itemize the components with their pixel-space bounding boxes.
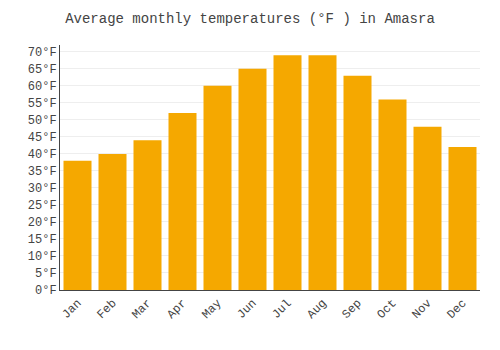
svg-text:Oct: Oct	[374, 297, 399, 322]
svg-text:40°F: 40°F	[28, 148, 57, 162]
svg-text:60°F: 60°F	[28, 80, 57, 94]
svg-text:Average monthly temperatures (: Average monthly temperatures (°F ) in Am…	[65, 11, 435, 27]
svg-text:Mar: Mar	[129, 297, 154, 322]
svg-text:30°F: 30°F	[28, 182, 57, 196]
svg-text:5°F: 5°F	[35, 267, 57, 281]
svg-text:35°F: 35°F	[28, 165, 57, 179]
svg-text:25°F: 25°F	[28, 199, 57, 213]
svg-text:Apr: Apr	[164, 297, 189, 322]
svg-text:70°F: 70°F	[28, 46, 57, 60]
svg-text:Feb: Feb	[94, 297, 119, 322]
svg-text:Jan: Jan	[59, 297, 84, 322]
svg-text:0°F: 0°F	[35, 284, 57, 298]
svg-text:55°F: 55°F	[28, 97, 57, 111]
svg-text:45°F: 45°F	[28, 131, 57, 145]
svg-text:Jul: Jul	[269, 297, 294, 322]
svg-text:50°F: 50°F	[28, 114, 57, 128]
svg-text:20°F: 20°F	[28, 216, 57, 230]
svg-text:65°F: 65°F	[28, 63, 57, 77]
svg-text:Dec: Dec	[444, 297, 469, 322]
svg-text:May: May	[199, 297, 224, 322]
svg-text:10°F: 10°F	[28, 250, 57, 264]
svg-text:Nov: Nov	[409, 297, 434, 322]
svg-text:15°F: 15°F	[28, 233, 57, 247]
svg-text:Aug: Aug	[304, 297, 329, 322]
svg-text:Jun: Jun	[234, 297, 259, 322]
svg-text:Sep: Sep	[339, 297, 364, 322]
